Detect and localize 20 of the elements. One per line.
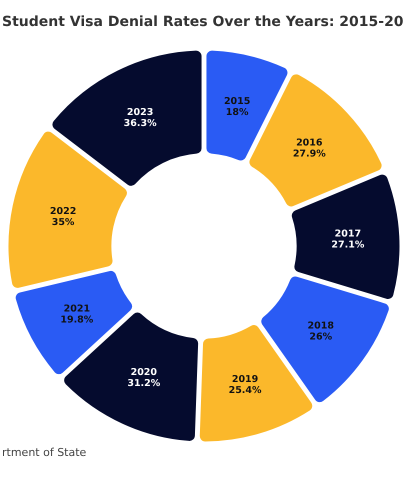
slice-label: 2018: [308, 320, 334, 332]
data-label: 19.8%: [60, 314, 94, 326]
data-label: 27.1%: [331, 240, 365, 251]
data-label: 36.3%: [124, 118, 158, 129]
text: rtment of State: [2, 446, 87, 459]
data-label: 25.4%: [228, 385, 262, 396]
slice-label: 2015: [224, 96, 250, 107]
data-label: 26%: [309, 331, 333, 342]
data-label: 18%: [226, 106, 250, 118]
slice-label: 2020: [130, 366, 158, 378]
slice-label: 2023: [126, 106, 154, 118]
data-label: 27.9%: [292, 148, 326, 160]
slice-label: 2021: [64, 304, 90, 315]
slice-label: 2022: [50, 206, 76, 218]
slice-label: 2017: [334, 228, 362, 240]
data-label: 35%: [52, 217, 75, 228]
data-label: 31.2%: [127, 378, 161, 389]
slice-label: 2016: [296, 138, 323, 149]
chart-title: Student Visa Denial Rates Over the Years: 2015-20: [2, 14, 403, 30]
slice-label: 2019: [232, 374, 258, 386]
